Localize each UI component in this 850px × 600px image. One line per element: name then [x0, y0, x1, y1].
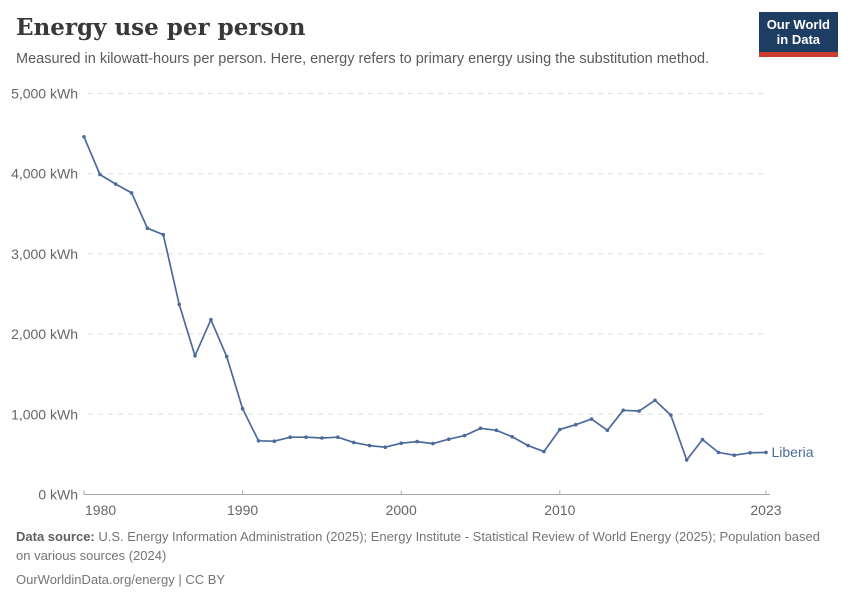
owid-logo-line-2: in Data — [776, 32, 821, 47]
data-source-label: Data source: — [16, 529, 95, 544]
data-point[interactable] — [129, 191, 134, 195]
data-point[interactable] — [637, 409, 641, 413]
data-point[interactable] — [542, 449, 546, 454]
footer-link[interactable]: OurWorldinData.org/energy — [16, 572, 175, 587]
data-point[interactable] — [256, 439, 261, 443]
x-tick-label: 2010 — [544, 502, 575, 518]
data-point[interactable] — [336, 435, 340, 440]
data-point[interactable] — [351, 440, 356, 445]
data-point[interactable] — [716, 450, 721, 455]
data-point[interactable] — [589, 417, 594, 421]
data-point[interactable] — [399, 441, 404, 446]
page-subtitle: Measured in kilowatt-hours per person. H… — [16, 51, 710, 67]
data-line[interactable] — [83, 135, 767, 461]
data-point[interactable] — [462, 433, 467, 438]
data-point[interactable] — [240, 406, 245, 411]
y-tick-label: 4,000 kWh — [11, 166, 78, 182]
chart-footer: Data source: U.S. Energy Information Adm… — [16, 527, 834, 589]
data-point[interactable] — [732, 453, 737, 458]
data-point[interactable] — [494, 428, 499, 433]
owid-logo-line-1: Our World — [766, 17, 830, 32]
data-point[interactable] — [748, 451, 752, 455]
y-tick-label: 1,000 kWh — [11, 406, 78, 422]
data-point[interactable] — [304, 435, 308, 440]
data-point[interactable] — [669, 413, 673, 417]
x-tick-label: 2023 — [750, 502, 781, 518]
data-source-text: U.S. Energy Information Administration (… — [16, 529, 820, 563]
data-point[interactable] — [82, 135, 86, 139]
data-point[interactable] — [605, 428, 610, 433]
data-point[interactable] — [224, 354, 229, 359]
footer-license: | CC BY — [178, 572, 226, 587]
data-point[interactable] — [510, 435, 514, 439]
y-tick-label: 2,000 kWh — [11, 326, 78, 342]
x-tick-label: 2000 — [386, 502, 417, 518]
data-point[interactable] — [367, 443, 372, 448]
data-point[interactable] — [764, 450, 768, 455]
data-point[interactable] — [320, 436, 324, 440]
data-point[interactable] — [478, 426, 483, 431]
data-point[interactable] — [98, 172, 102, 177]
chart-svg[interactable]: 0 kWh 1,000 kWh 2,000 kWh 3,000 kWh 4,000 kW… — [0, 80, 850, 540]
footer-credit-line: OurWorldinData.org/energy | CC BY — [16, 570, 834, 589]
data-point[interactable] — [288, 435, 293, 440]
data-point[interactable] — [447, 437, 451, 442]
data-point[interactable] — [209, 317, 213, 322]
y-tick-label: 5,000 kWh — [11, 86, 78, 102]
data-point[interactable] — [383, 445, 388, 450]
data-point[interactable] — [193, 354, 197, 358]
data-point[interactable] — [272, 439, 277, 444]
series-end-label[interactable]: Liberia — [771, 444, 813, 460]
data-point[interactable] — [415, 439, 419, 444]
y-tick-label: 3,000 kWh — [11, 246, 78, 262]
data-point[interactable] — [573, 422, 578, 427]
data-point[interactable] — [431, 441, 435, 446]
data-point[interactable] — [700, 437, 705, 442]
data-point[interactable] — [177, 302, 181, 307]
x-tick-label: 1980 — [85, 502, 116, 518]
data-point[interactable] — [558, 427, 562, 432]
data-source-line: Data source: U.S. Energy Information Adm… — [16, 527, 834, 565]
chart-header: Energy use per person Measured in kilowa… — [16, 14, 756, 68]
chart-area: 0 kWh 1,000 kWh 2,000 kWh 3,000 kWh 4,000 kW… — [0, 80, 850, 540]
data-point[interactable] — [621, 408, 625, 413]
page-title: Energy use per person — [16, 14, 306, 41]
data-point[interactable] — [113, 182, 118, 186]
data-point[interactable] — [684, 458, 689, 462]
data-point[interactable] — [653, 398, 657, 403]
data-point[interactable] — [145, 226, 150, 230]
owid-logo[interactable]: Our World in Data — [758, 12, 838, 57]
data-point[interactable] — [526, 443, 530, 448]
y-tick-label: 0 kWh — [38, 487, 78, 503]
x-tick-label: 1990 — [227, 502, 258, 518]
data-point[interactable] — [161, 232, 166, 237]
